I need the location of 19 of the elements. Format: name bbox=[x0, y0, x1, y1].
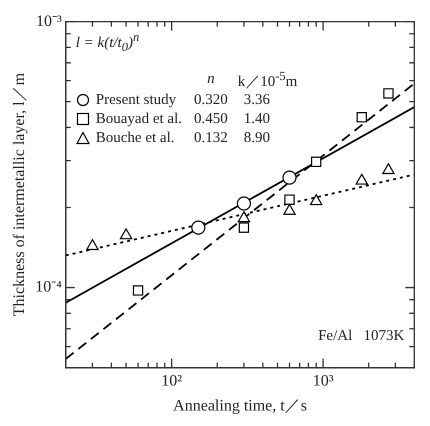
x-tick-label: 10² bbox=[161, 372, 182, 390]
annotation: 8.90 bbox=[242, 128, 271, 148]
annotation: l = k(t/t$_{0}$)$^{n}$ bbox=[76, 30, 140, 55]
annotation: 0.450 bbox=[193, 110, 229, 129]
annotation: 1.40 bbox=[242, 110, 271, 129]
x-axis-title: Annealing time, t／s bbox=[173, 398, 307, 415]
annotation: 3.36 bbox=[242, 90, 271, 110]
annotation: n bbox=[206, 70, 216, 90]
x-tick-label: 10³ bbox=[312, 372, 334, 390]
annotation: Fe/Al 1073K bbox=[318, 328, 404, 345]
annotation: 0.132 bbox=[193, 128, 229, 148]
y-tick-label: 10⁻⁴ bbox=[35, 278, 62, 296]
annotation: k／10$^{-5}$m bbox=[236, 68, 298, 91]
legend-label: Present study bbox=[94, 90, 178, 110]
y-axis-title: Thickness of intermetallic layer, l／m bbox=[10, 72, 28, 316]
legend-label: Bouche et al. bbox=[94, 128, 176, 148]
y-tick-label: 10⁻³ bbox=[36, 12, 62, 30]
legend-label: Bouayad et al. bbox=[94, 110, 183, 129]
annotation: 0.320 bbox=[193, 90, 229, 110]
